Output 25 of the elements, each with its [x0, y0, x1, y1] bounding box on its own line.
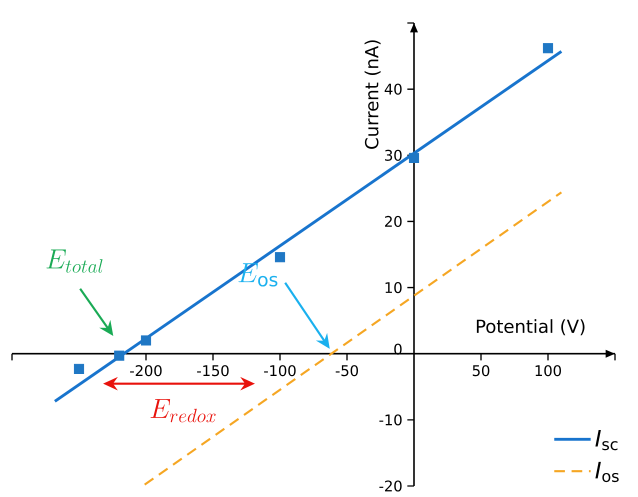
- legend-label: I$_{sc}$: [595, 430, 618, 450]
- x-tick-label: 50: [472, 365, 490, 376]
- x-tick-label: -200: [130, 365, 162, 376]
- point: [114, 350, 124, 361]
- y-tick-label: -20: [379, 480, 402, 492]
- y-tick-label: 10: [386, 282, 402, 294]
- x-axis-title: Potential (V): [476, 319, 585, 336]
- point: [274, 252, 286, 262]
- y-axis-title: Current (nA): [364, 40, 381, 149]
- point: [542, 43, 554, 54]
- point: [74, 364, 84, 374]
- y-tick-label: 30: [385, 150, 402, 161]
- point: [408, 152, 420, 164]
- annotation: $E_{total}$: [46, 250, 103, 273]
- annotation: $E_{redox}$: [150, 399, 216, 422]
- y-tick-label: 40: [384, 84, 402, 95]
- x-tick-label: 100: [536, 365, 562, 376]
- y-tick-label: -10: [379, 414, 402, 426]
- x-tick-label: -100: [264, 365, 296, 376]
- point: [140, 335, 152, 346]
- x-tick-label: -150: [197, 365, 229, 376]
- legend-label: I$_{os}$: [595, 462, 619, 482]
- annotation: $E_{\mathrm{os}}$: [238, 263, 278, 287]
- x-tick-label: -50: [336, 365, 358, 376]
- y-tick-label: 20: [385, 216, 402, 227]
